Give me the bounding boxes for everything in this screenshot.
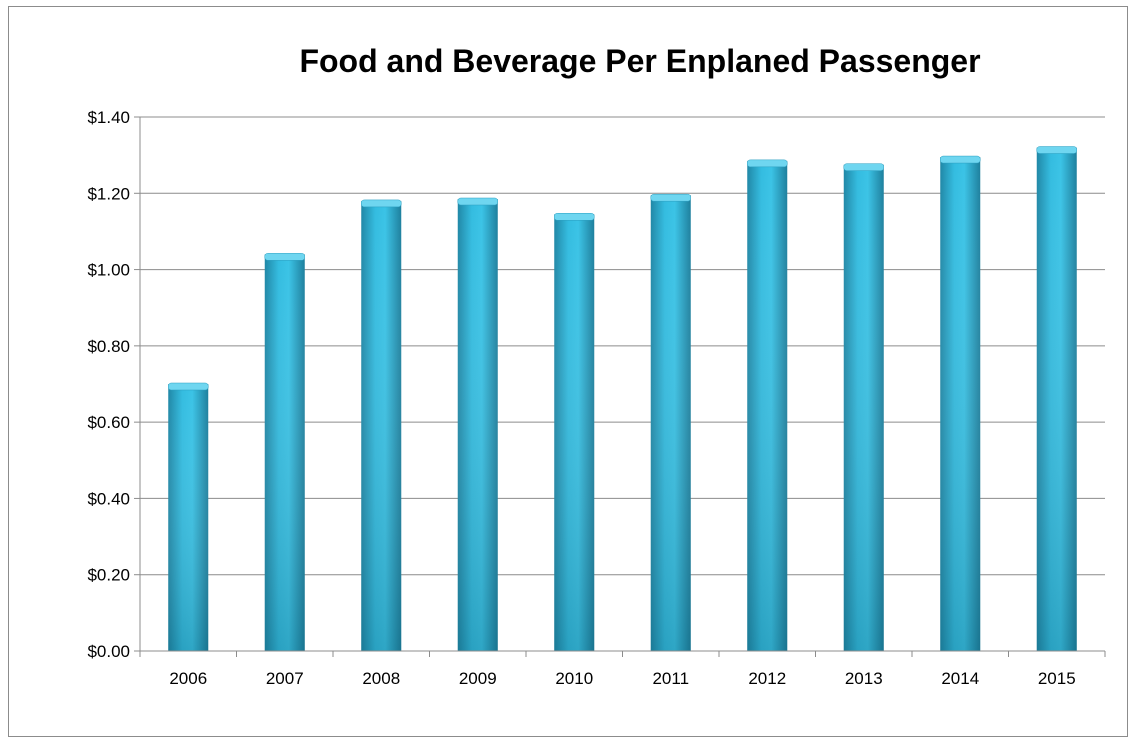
bar-shade [457, 199, 498, 651]
x-tick-label: 2013 [845, 669, 883, 688]
bar-shade [264, 254, 305, 652]
x-tick-label: 2009 [459, 669, 497, 688]
bar-cap [457, 197, 498, 206]
bar-cap [168, 382, 209, 391]
bar-2006 [168, 382, 209, 651]
bar-cap [940, 155, 981, 164]
bar-shade [168, 384, 209, 651]
bar-cap [264, 253, 305, 261]
x-tick-label: 2012 [748, 669, 786, 688]
bar-cap [361, 199, 402, 208]
bar-shade [940, 157, 981, 652]
bar-2015 [1036, 146, 1077, 651]
bar-2007 [264, 253, 305, 652]
y-tick-label: $0.00 [87, 642, 130, 661]
bars [168, 146, 1077, 652]
bar-cap [747, 159, 788, 168]
x-tick-label: 2007 [266, 669, 304, 688]
bar-shade [843, 164, 884, 651]
chart-title: Food and Beverage Per Enplaned Passenger [299, 43, 980, 79]
y-tick-label: $1.00 [87, 261, 130, 280]
y-tick-label: $0.40 [87, 489, 130, 508]
y-tick-label: $0.20 [87, 566, 130, 585]
bar-2009 [457, 197, 498, 651]
bar-shade [650, 195, 691, 651]
bar-cap [1036, 146, 1077, 154]
x-tick-label: 2011 [652, 669, 689, 688]
x-tick-label: 2006 [169, 669, 207, 688]
bar-shade [361, 200, 402, 651]
bar-cap [650, 193, 691, 202]
bar-2011 [650, 193, 691, 651]
axes: $0.00 $0.20 $0.40 $0.60 $0.80 $1.00 $1.20 $1.40… [87, 108, 1106, 688]
bar-shade [1036, 147, 1077, 651]
y-tick-label: $1.20 [87, 184, 130, 203]
bar-2012 [747, 159, 788, 651]
x-tick-label: 2014 [941, 669, 979, 688]
x-tick-label: 2015 [1038, 669, 1076, 688]
bar-shade [747, 160, 788, 651]
x-tick-label: 2010 [555, 669, 593, 688]
bar-2013 [843, 163, 884, 651]
bar-2008 [361, 199, 402, 651]
y-tick-label: $0.60 [87, 413, 130, 432]
x-tick-label: 2008 [362, 669, 400, 688]
bar-shade [554, 214, 595, 651]
y-tick-label: $0.80 [87, 337, 130, 356]
bar-cap [843, 163, 884, 171]
y-tick-label: $1.40 [87, 108, 130, 127]
bar-2014 [940, 155, 981, 652]
bar-cap [554, 213, 595, 221]
bar-2010 [554, 213, 595, 651]
